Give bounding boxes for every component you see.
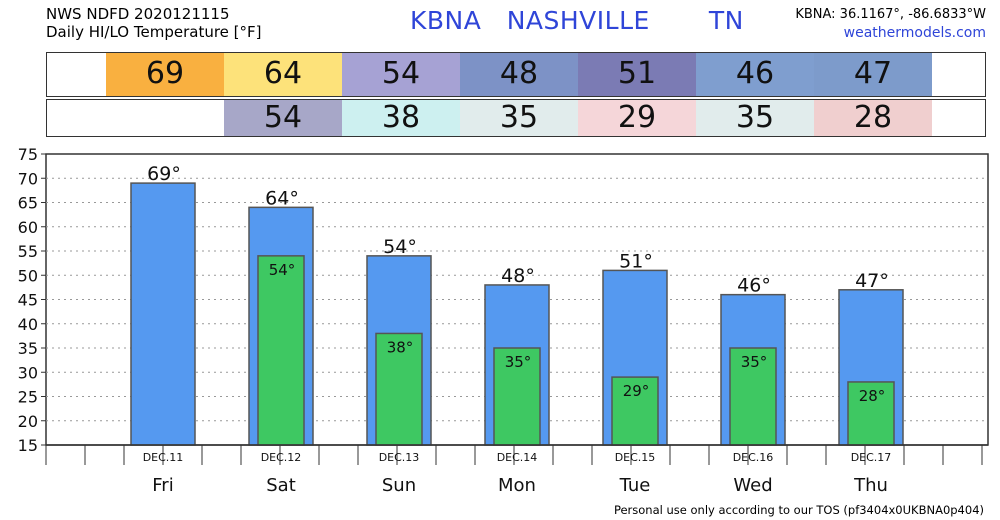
low-temp-bar — [847, 381, 895, 446]
y-tick-label: 35 — [18, 339, 38, 358]
high-temp-label: 64° — [265, 187, 299, 209]
y-tick-label: 55 — [18, 242, 38, 261]
high-temp-label: 51° — [619, 250, 653, 272]
high-temp-cell: 51 — [578, 53, 696, 96]
product-header: NWS NDFD 2020121115 Daily HI/LO Temperat… — [46, 5, 262, 41]
y-tick-label: 75 — [18, 145, 38, 164]
low-temp-bar — [257, 255, 305, 446]
y-tick-label: 20 — [18, 412, 38, 431]
y-tick-label: 60 — [18, 218, 38, 237]
date-label: DEC.17 — [851, 451, 892, 464]
low-temp-cell: 28 — [814, 100, 932, 136]
high-temp-label: 47° — [855, 270, 889, 292]
low-temp-label: 29° — [623, 382, 650, 400]
site-link[interactable]: weathermodels.com — [843, 25, 986, 41]
date-label: DEC.16 — [733, 451, 774, 464]
high-temp-label: 46° — [737, 275, 771, 297]
high-temp-label: 54° — [383, 236, 417, 258]
temperature-bar-chart: 15 20 25 30 35 40 45 50 55 60 65 70 75 69° DEC.11 Fri 64… — [18, 145, 989, 496]
high-temp-cell: 54 — [342, 53, 460, 96]
low-temp-label: 35° — [741, 353, 768, 371]
day-label: Thu — [853, 475, 888, 496]
y-tick-label: 40 — [18, 315, 38, 334]
high-temp-cell: 48 — [460, 53, 578, 96]
day-label: Wed — [733, 475, 772, 496]
low-temp-cell: 29 — [578, 100, 696, 136]
low-temp-cell: 54 — [224, 100, 342, 136]
high-temperature-strip: 69 64 54 48 51 46 47 — [46, 52, 986, 97]
product-variable-label: Daily HI/LO Temperature [°F] — [46, 23, 262, 41]
date-label: DEC.15 — [615, 451, 656, 464]
low-temp-cell — [106, 100, 224, 136]
y-tick-label: 30 — [18, 363, 38, 382]
y-tick-label: 25 — [18, 388, 38, 407]
station-title: KBNA NASHVILLE TN — [410, 6, 744, 35]
low-temp-label: 28° — [859, 387, 886, 405]
station-coordinates: KBNA: 36.1167°, -86.6833°W — [795, 7, 986, 22]
station-info: KBNA: 36.1167°, -86.6833°W weathermodels… — [795, 5, 986, 43]
terms-of-service-note: Personal use only according to our TOS (… — [613, 503, 984, 517]
low-temperature-strip: 54 38 35 29 35 28 — [46, 99, 986, 137]
low-temp-label: 35° — [505, 353, 532, 371]
high-temp-label: 48° — [501, 265, 535, 287]
y-tick-label: 70 — [18, 169, 38, 188]
low-temp-bar — [375, 332, 423, 446]
low-temp-label: 38° — [387, 338, 414, 356]
high-temp-bar — [130, 182, 196, 446]
day-label: Sun — [382, 475, 416, 496]
date-label: DEC.11 — [143, 451, 184, 464]
low-temp-cell: 35 — [460, 100, 578, 136]
low-temp-label: 54° — [269, 261, 296, 279]
y-tick-label: 65 — [18, 194, 38, 213]
high-temp-cell: 47 — [814, 53, 932, 96]
high-temp-label: 69° — [147, 163, 181, 185]
y-tick-label: 50 — [18, 266, 38, 285]
product-run-label: NWS NDFD 2020121115 — [46, 5, 230, 23]
date-label: DEC.13 — [379, 451, 420, 464]
high-temp-cell: 46 — [696, 53, 814, 96]
date-label: DEC.14 — [497, 451, 538, 464]
date-label: DEC.12 — [261, 451, 302, 464]
low-temp-cell: 35 — [696, 100, 814, 136]
day-label: Tue — [619, 475, 651, 496]
high-temp-cell: 64 — [224, 53, 342, 96]
day-label: Fri — [152, 475, 173, 496]
day-label: Sat — [266, 475, 296, 496]
high-temp-cell: 69 — [106, 53, 224, 96]
y-tick-label: 15 — [18, 436, 38, 455]
day-label: Mon — [498, 475, 536, 496]
y-tick-label: 45 — [18, 291, 38, 310]
low-temp-cell: 38 — [342, 100, 460, 136]
low-temp-bar — [611, 376, 659, 446]
